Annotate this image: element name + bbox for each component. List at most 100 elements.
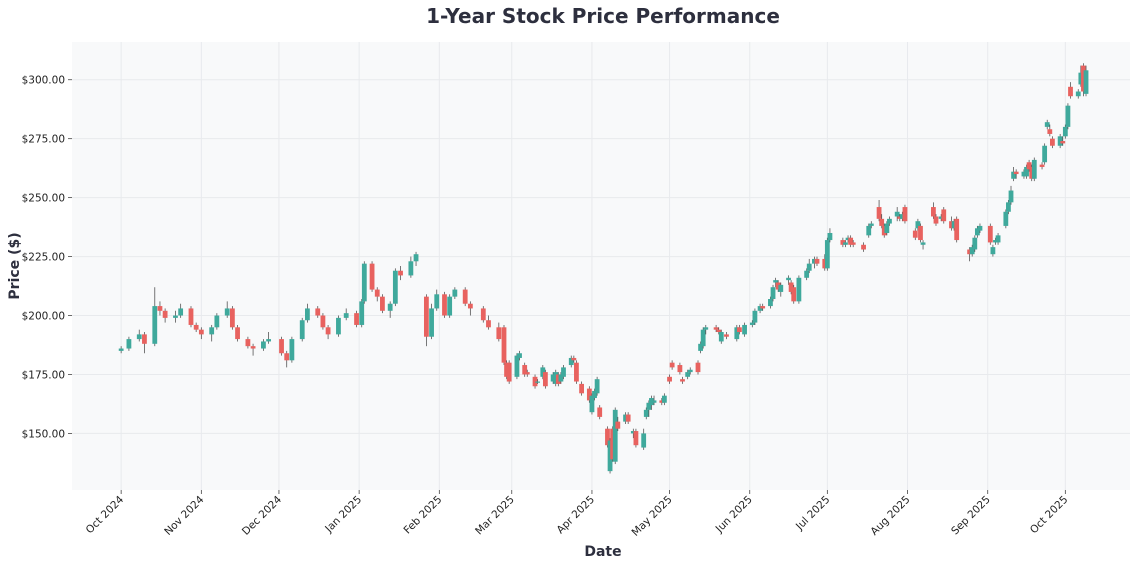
candle-down xyxy=(967,247,973,262)
candle-body xyxy=(1057,136,1063,146)
candle-body xyxy=(540,367,546,377)
candle-up xyxy=(429,303,434,340)
candle-body xyxy=(630,431,636,434)
candle-down xyxy=(504,360,509,380)
candle-up xyxy=(1065,103,1071,130)
candle-body xyxy=(812,258,817,264)
candle-down xyxy=(380,294,385,314)
candle-body xyxy=(778,284,784,292)
candle-body xyxy=(315,308,321,316)
candle-up xyxy=(553,369,559,387)
candle-body xyxy=(941,209,947,222)
candle-body xyxy=(193,324,199,330)
x-tick-label: Oct 2025 xyxy=(1028,494,1071,537)
candle-down xyxy=(669,360,675,370)
candle-body xyxy=(1042,145,1048,163)
candle-body xyxy=(501,327,507,363)
candle-body xyxy=(467,303,473,309)
candle-down xyxy=(480,306,486,323)
candle-body xyxy=(881,225,887,236)
candle-body xyxy=(868,223,874,226)
candle-down xyxy=(245,336,251,349)
candle-body xyxy=(742,324,747,335)
candle-down xyxy=(736,324,742,335)
candle-down xyxy=(486,315,491,330)
candle-body xyxy=(967,249,973,255)
candle-body xyxy=(1008,190,1014,203)
candle-body xyxy=(804,270,810,278)
candle-body xyxy=(517,353,522,358)
candle-body xyxy=(413,254,419,262)
y-tick-label: $250.00 xyxy=(22,193,65,205)
candle-body xyxy=(369,263,375,290)
candle-body xyxy=(623,414,628,422)
candle-body xyxy=(687,369,693,373)
candle-up xyxy=(452,287,458,300)
candle-body xyxy=(597,407,603,417)
candle-down xyxy=(610,426,616,462)
candle-body xyxy=(1031,159,1037,179)
candle-down xyxy=(325,324,331,340)
candle-body xyxy=(899,214,905,219)
candle-up xyxy=(1075,89,1081,99)
candle-body xyxy=(757,306,763,311)
candle-up xyxy=(550,372,556,384)
candle-body xyxy=(633,431,639,446)
candle-up xyxy=(126,336,132,351)
candle-up xyxy=(977,223,983,233)
candle-body xyxy=(615,421,621,429)
candle-down xyxy=(1047,124,1053,137)
candle-down xyxy=(941,207,947,224)
candle-body xyxy=(861,244,866,250)
candle-body xyxy=(452,289,458,297)
candle-up xyxy=(843,240,848,248)
candle-body xyxy=(1060,141,1066,144)
candle-up xyxy=(742,322,747,337)
candle-up xyxy=(623,412,628,424)
candle-body xyxy=(641,433,647,448)
candle-up xyxy=(734,324,740,342)
candle-down xyxy=(1039,162,1045,170)
candle-body xyxy=(716,329,722,333)
candle-up xyxy=(209,324,215,342)
candle-up xyxy=(773,277,779,288)
candle-body xyxy=(1006,202,1011,212)
candle-down xyxy=(791,284,797,304)
candle-up xyxy=(770,284,776,302)
candle-body xyxy=(1003,211,1009,226)
candle-up xyxy=(561,365,566,380)
candle-body xyxy=(522,365,528,375)
candle-up xyxy=(752,308,758,325)
candle-up xyxy=(972,235,978,252)
candle-up xyxy=(413,251,419,266)
candle-down xyxy=(954,216,960,243)
candle-body xyxy=(1044,122,1050,127)
candle-up xyxy=(990,244,996,257)
candle-up xyxy=(408,256,414,278)
candle-body xyxy=(884,223,890,233)
candle-down xyxy=(555,372,561,387)
x-tick-label: Jun 2025 xyxy=(713,494,755,536)
candle-body xyxy=(897,216,903,219)
candle-body xyxy=(938,216,944,219)
candle-up xyxy=(568,355,574,368)
candle-body xyxy=(162,310,168,318)
candle-up xyxy=(447,294,453,318)
candle-up xyxy=(646,400,652,417)
candle-body xyxy=(118,348,124,351)
candle-body xyxy=(876,207,882,219)
candle-down xyxy=(198,327,204,340)
candle-down xyxy=(374,287,380,302)
candle-down xyxy=(933,214,939,226)
candle-body xyxy=(791,287,797,302)
candle-body xyxy=(610,428,616,460)
y-tick-label: $150.00 xyxy=(22,428,65,440)
candle-up xyxy=(698,341,703,354)
candle-up xyxy=(806,258,812,274)
candle-body xyxy=(392,270,398,304)
candle-body xyxy=(954,218,960,241)
candle-down xyxy=(157,301,163,316)
candle-down xyxy=(775,280,781,292)
candle-body xyxy=(749,322,755,325)
candle-up xyxy=(558,372,564,384)
